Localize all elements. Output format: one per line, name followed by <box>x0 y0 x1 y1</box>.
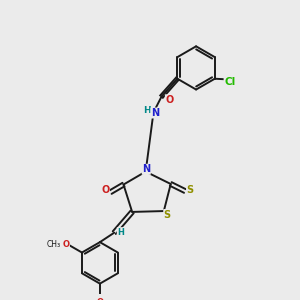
Text: O: O <box>165 95 174 105</box>
Text: S: S <box>164 209 171 220</box>
Text: Cl: Cl <box>224 77 236 88</box>
Text: H: H <box>143 106 151 115</box>
Text: O: O <box>62 240 70 249</box>
Text: N: N <box>151 108 159 118</box>
Text: O: O <box>101 185 110 195</box>
Text: S: S <box>187 185 194 195</box>
Text: H: H <box>117 228 124 237</box>
Text: CH₃: CH₃ <box>46 240 61 249</box>
Text: N: N <box>142 164 150 174</box>
Text: O: O <box>96 298 103 300</box>
